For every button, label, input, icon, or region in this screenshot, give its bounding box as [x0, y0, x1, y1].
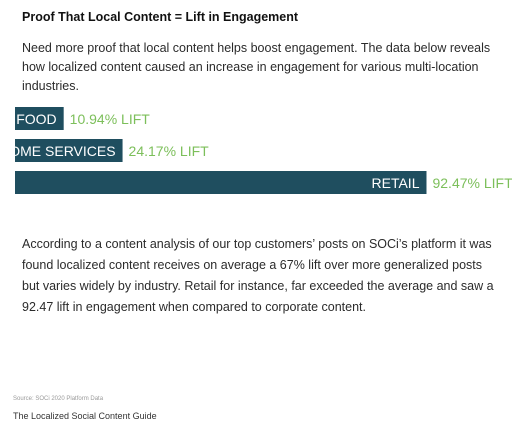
source-note: Source: SOCi 2020 Platform Data	[13, 396, 104, 402]
bar-label-food: FOOD	[16, 111, 56, 127]
bar-retail	[15, 171, 427, 194]
bar-food	[15, 107, 64, 130]
value-label-retail: 92.47% LIFT	[432, 175, 512, 191]
bar-label-home-services: HOME SERVICES	[0, 143, 116, 159]
guide-title: The Localized Social Content Guide	[13, 411, 157, 421]
intro-paragraph: Need more proof that local content helps…	[22, 41, 491, 93]
analysis-paragraph: According to a content analysis of our t…	[22, 237, 494, 314]
value-label-home-services: 24.17% LIFT	[129, 143, 210, 159]
page-heading: Proof That Local Content = Lift in Engag…	[22, 10, 299, 24]
bar-label-retail: RETAIL	[372, 175, 420, 191]
bar-home-services	[15, 139, 123, 162]
value-label-food: 10.94% LIFT	[70, 111, 151, 127]
lift-bar-chart: FOOD 10.94% LIFT HOME SERVICES 24.17% LIFT R…	[0, 107, 512, 194]
